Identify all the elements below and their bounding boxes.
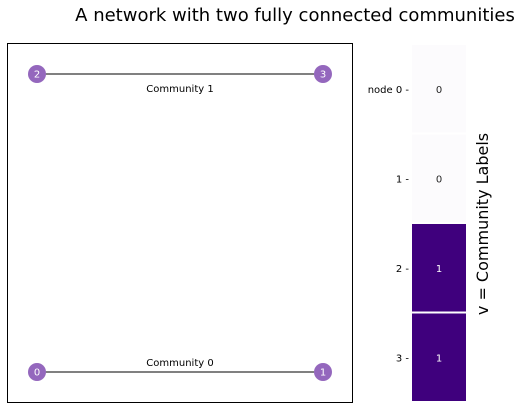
network-frame [7,43,353,403]
heatmap-cell-label-2: 1 [436,264,442,275]
edges-layer: Community 1 Community 0 [37,73,323,373]
node-label-0: 0 [34,368,40,379]
heatmap-cell-label-0: 0 [436,85,442,96]
heatmap-cell-label-1: 0 [436,174,442,185]
figure-title: A network with two fully connected commu… [75,5,515,26]
heatmap-cell-2 [410,222,468,314]
community-heatmap: 0 0 1 1 node 0 - 1 - 2 - 3 - v = Community Lab… [368,43,492,403]
node-2 [28,65,46,83]
heatmap-row-label-2: 2 - [396,264,410,275]
edge-label-0: Community 1 [146,84,213,95]
heatmap-row-labels: node 0 - 1 - 2 - 3 - [368,85,410,365]
heatmap-cell-3 [410,311,468,403]
heatmap-ylabel: v = Community Labels [473,133,492,315]
heatmap-cells: 0 0 1 1 [410,43,468,403]
heatmap-cell-1 [410,132,468,224]
node-3 [314,65,332,83]
heatmap-row-label-0: node 0 - [368,85,410,96]
heatmap-cell-label-3: 1 [436,353,442,364]
heatmap-row-label-1: 1 - [396,174,410,185]
node-label-1: 1 [320,368,326,379]
heatmap-row-label-3: 3 - [396,353,410,364]
nodes-layer: 0 1 2 3 [28,65,332,381]
node-0 [28,363,46,381]
node-label-2: 2 [34,70,40,81]
network-panel: Community 1 Community 0 0 1 2 3 [7,43,353,403]
node-label-3: 3 [320,70,326,81]
edge-label-1: Community 0 [146,358,213,369]
heatmap-cell-0 [410,43,468,135]
node-1 [314,363,332,381]
